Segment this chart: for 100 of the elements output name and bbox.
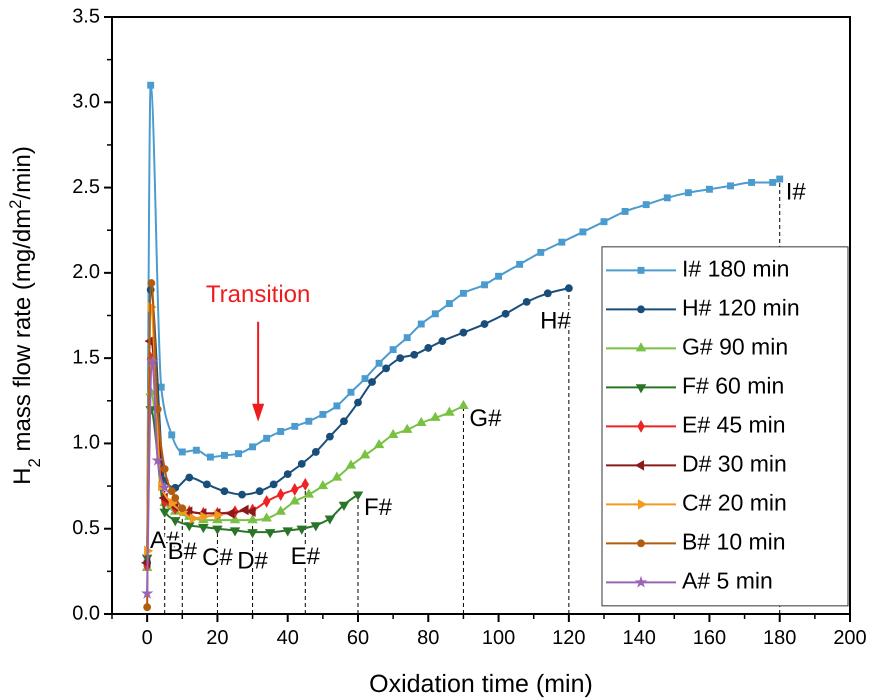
legend-label: D# 30 min: [682, 450, 787, 476]
point: [362, 375, 368, 382]
point: [256, 487, 264, 496]
annotation: Transition: [206, 280, 310, 308]
legend-label: A# 5 min: [682, 567, 773, 594]
point: [332, 471, 342, 481]
point: [446, 300, 453, 308]
point: [706, 186, 713, 193]
point: [185, 474, 194, 482]
point: [368, 378, 376, 386]
point: [158, 481, 171, 494]
legend-label: I# 180 min: [682, 255, 790, 282]
point: [579, 228, 586, 236]
point: [480, 320, 488, 328]
ref-line-label: I#: [786, 178, 806, 206]
point: [522, 298, 531, 306]
point: [225, 508, 235, 519]
x-tick-label: 140: [622, 627, 656, 649]
point: [319, 410, 326, 418]
point: [147, 82, 154, 89]
point: [600, 218, 608, 226]
point: [374, 439, 384, 448]
y-tick-label: 3.0: [72, 90, 100, 113]
point: [151, 454, 164, 466]
y-tick-label: 0.5: [72, 516, 100, 539]
point: [202, 480, 211, 488]
x-tick-label: 0: [142, 627, 153, 649]
point: [178, 448, 186, 456]
point: [458, 400, 469, 409]
point: [318, 480, 328, 490]
point: [664, 194, 671, 202]
point: [235, 450, 242, 458]
point: [388, 428, 398, 438]
point: [776, 176, 784, 183]
point: [147, 279, 156, 287]
ref-line-label: D#: [237, 547, 269, 574]
point: [424, 344, 432, 352]
point: [390, 346, 397, 354]
point: [178, 504, 186, 512]
point: [382, 364, 390, 372]
ref-line-label: G#: [469, 405, 502, 432]
legend-label: C# 20 min: [682, 489, 787, 516]
point: [516, 260, 524, 268]
x-tick-label: 160: [692, 627, 726, 649]
point: [206, 454, 214, 461]
point: [564, 284, 573, 292]
point: [146, 355, 159, 367]
point: [261, 512, 272, 522]
y-tick-label: 0.0: [72, 602, 100, 624]
point: [284, 470, 292, 478]
point: [171, 494, 180, 502]
point: [444, 406, 455, 416]
point: [537, 248, 544, 256]
point: [291, 422, 298, 430]
point: [305, 418, 312, 425]
point: [326, 432, 334, 441]
point: [249, 443, 256, 450]
point: [312, 448, 320, 456]
legend-label: G# 90 min: [682, 333, 788, 360]
point: [160, 465, 169, 473]
point: [748, 178, 756, 186]
point: [348, 388, 354, 396]
point: [460, 290, 467, 297]
point: [239, 504, 249, 516]
point: [396, 354, 404, 362]
x-tick-label: 120: [552, 627, 586, 649]
ref-line-label: E#: [290, 543, 321, 570]
point: [769, 178, 776, 186]
point: [168, 431, 176, 438]
ref-line-label: F#: [364, 494, 393, 521]
point: [289, 495, 300, 504]
point: [502, 310, 510, 318]
point: [220, 452, 228, 459]
point: [298, 460, 306, 468]
point: [304, 488, 314, 498]
x-axis-title: Oxidation time (min): [369, 670, 593, 698]
x-tick-label: 40: [276, 627, 299, 649]
ref-line-label: H#: [540, 308, 572, 335]
point: [346, 460, 356, 469]
point: [354, 398, 362, 406]
y-tick-label: 3.5: [72, 5, 100, 28]
point: [544, 289, 552, 298]
point: [376, 360, 383, 367]
point: [247, 514, 258, 524]
point: [238, 490, 246, 498]
point: [275, 506, 286, 515]
ref-line-label: C#: [202, 544, 234, 572]
point: [430, 412, 441, 421]
point: [642, 201, 650, 208]
x-tick-label: 20: [206, 627, 229, 649]
point: [333, 402, 340, 410]
y-tick-label: 1.5: [72, 346, 100, 368]
point: [481, 281, 488, 288]
point: [360, 449, 370, 458]
point: [263, 434, 270, 442]
x-tick-label: 180: [763, 627, 796, 649]
point: [410, 350, 418, 359]
point: [727, 182, 734, 190]
point: [270, 480, 278, 488]
point: [460, 328, 468, 336]
